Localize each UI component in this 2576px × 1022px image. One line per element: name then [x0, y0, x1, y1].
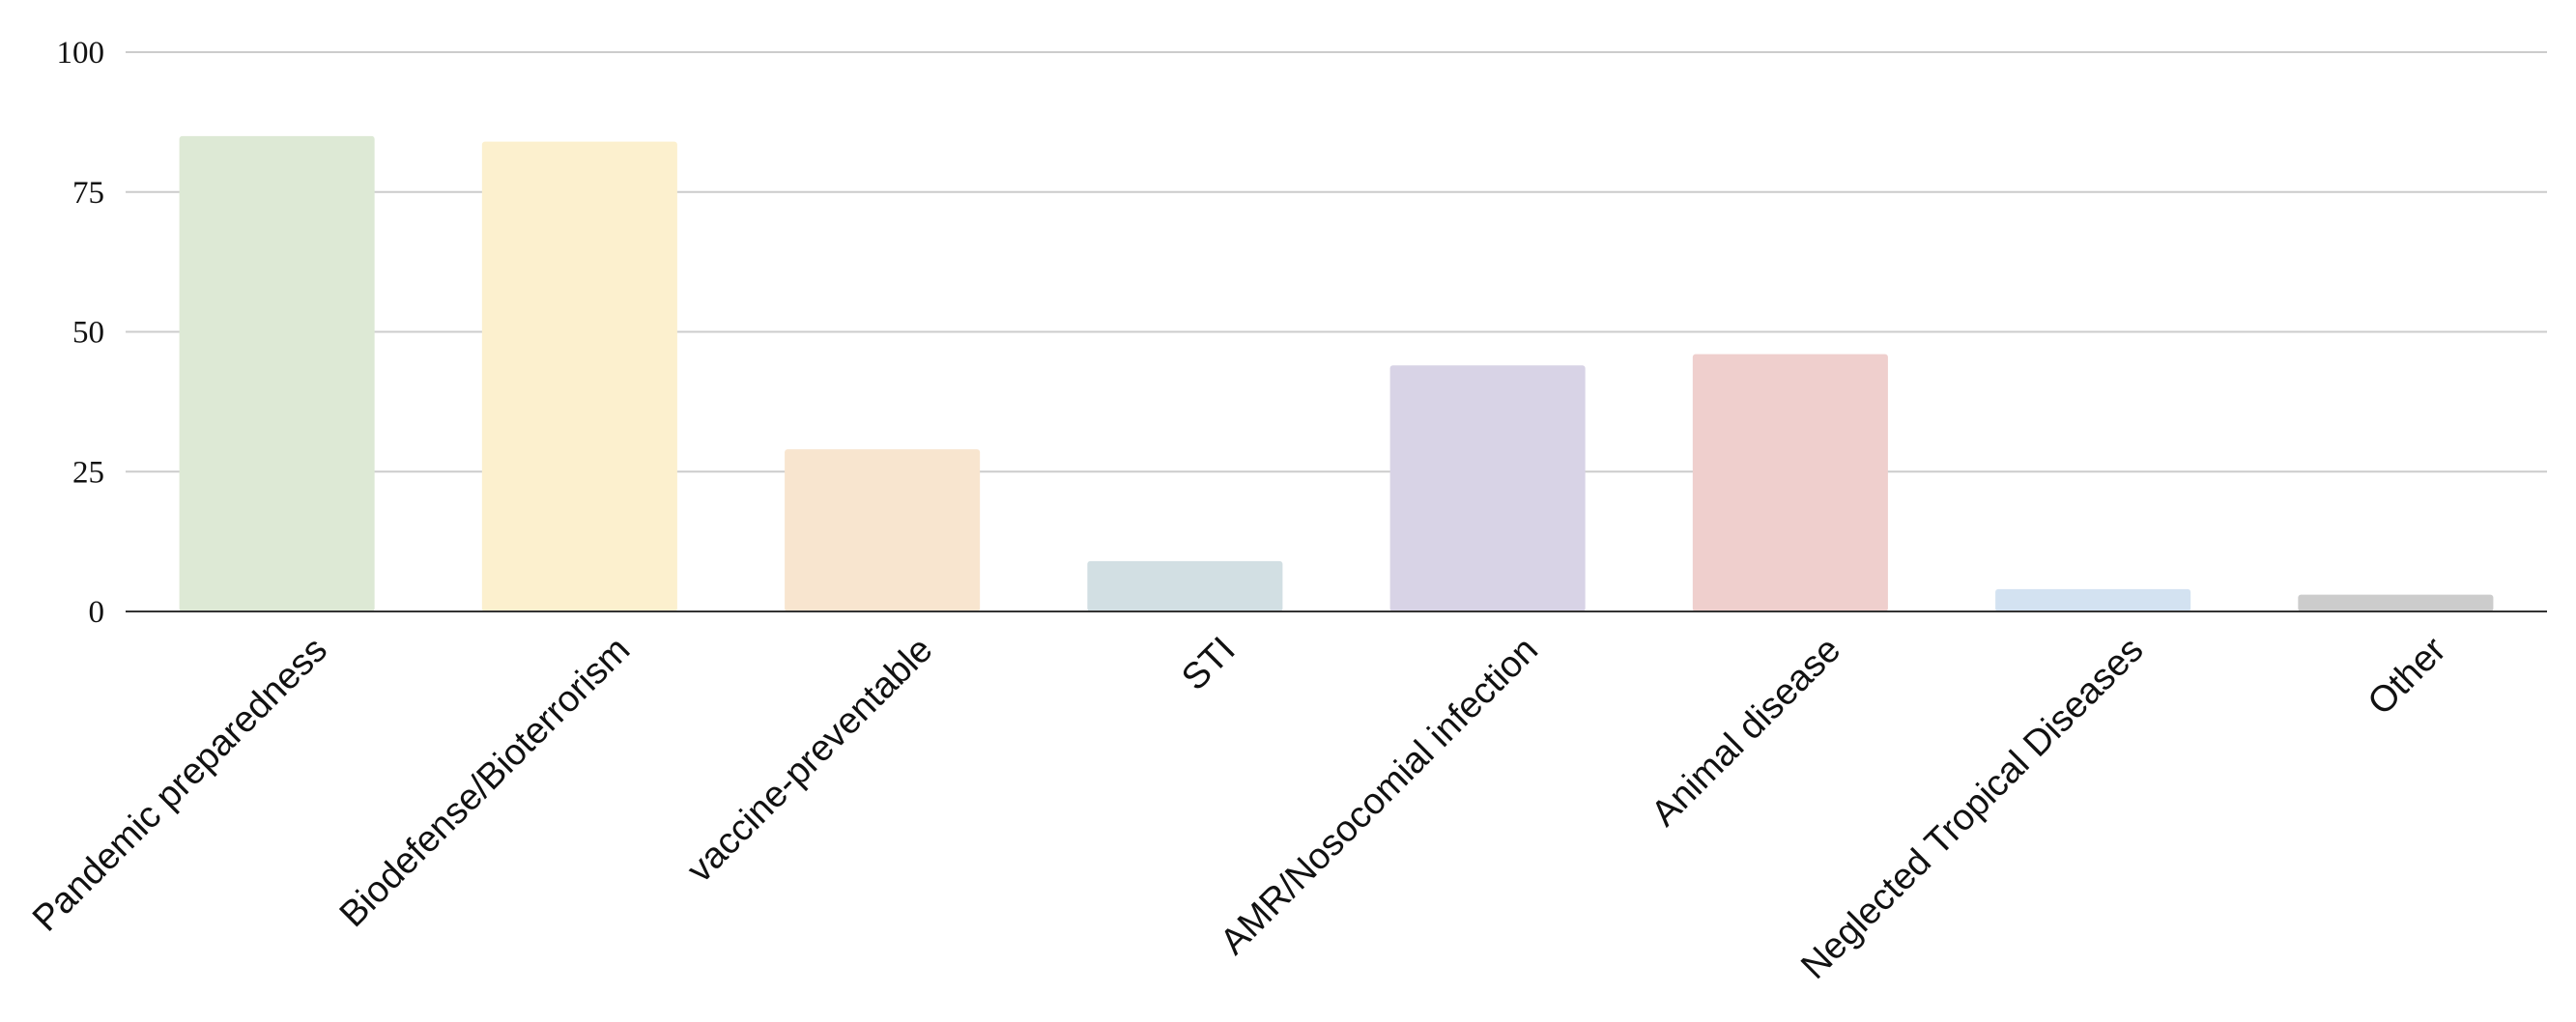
y-axis-ticks: 0 25 50 75 100: [57, 36, 105, 630]
y-tick-label: 25: [72, 455, 104, 490]
bar-vaccine-preventable: [785, 449, 981, 611]
bar-amr-nosocomial-infection: [1389, 365, 1586, 611]
bar-neglected-tropical-diseases: [1995, 588, 2191, 611]
x-tick-label: Animal disease: [1644, 630, 1848, 835]
x-tick-label: Pandemic preparedness: [25, 630, 335, 940]
x-axis-ticks: Pandemic preparednessBiodefense/Bioterro…: [25, 629, 2454, 986]
bar-animal-disease: [1692, 354, 1888, 611]
bars: [179, 135, 2494, 611]
x-tick-label: AMR/Nosocomial infection: [1213, 630, 1546, 963]
y-tick-label: 75: [72, 176, 104, 211]
y-tick-label: 0: [89, 595, 105, 630]
y-tick-label: 50: [72, 316, 104, 351]
y-tick-label: 100: [57, 36, 105, 71]
x-tick-label: Biodefense/Bioterrorism: [332, 630, 638, 935]
x-tick-label: vaccine-preventable: [679, 630, 940, 891]
bar-sti: [1087, 560, 1283, 611]
bar-biodefense-bioterrorism: [481, 141, 677, 611]
x-tick-label: Other: [2361, 629, 2454, 723]
bar-pandemic-preparedness: [179, 135, 375, 611]
bar-other: [2298, 594, 2494, 611]
x-tick-label: Neglected Tropical Diseases: [1793, 630, 2151, 987]
x-tick-label: STI: [1174, 630, 1244, 699]
